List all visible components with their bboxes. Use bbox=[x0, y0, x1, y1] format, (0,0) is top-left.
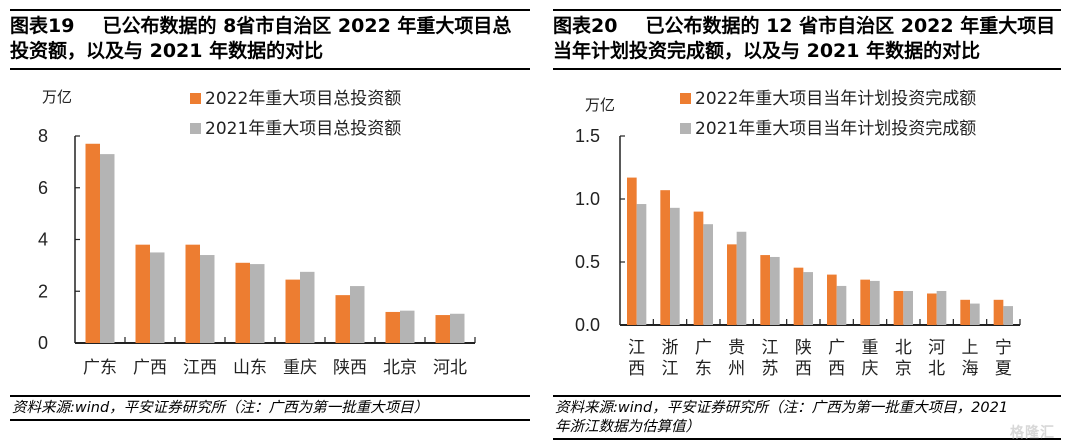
legend-label-2022: 2022年重大项目总投资额 bbox=[205, 89, 401, 109]
figure-20-title: 图表20 已公布数据的 12 省市自治区 2022 年重大项目 当年计划投资完成额… bbox=[553, 9, 1061, 70]
bar-2021 bbox=[903, 290, 913, 325]
x-category-label: 上海 bbox=[962, 338, 979, 379]
bar-2021 bbox=[770, 256, 780, 325]
bar-2021 bbox=[450, 313, 465, 343]
bar-2022 bbox=[693, 211, 704, 325]
x-category-label: 贵州 bbox=[728, 338, 745, 379]
figure-19-source: 资料来源:wind，平安证券研究所（注：广西为第一批重大项目） bbox=[10, 395, 530, 421]
x-category-label: 重庆 bbox=[862, 338, 879, 379]
bar-2022 bbox=[793, 267, 804, 325]
bar-2021 bbox=[670, 207, 680, 325]
bar-2022 bbox=[660, 190, 670, 325]
legend-label-2022: 2022年重大项目当年计划投资完成额 bbox=[695, 89, 976, 109]
x-category-label: 广东 bbox=[695, 338, 712, 379]
x-category-label: 河北 bbox=[928, 338, 945, 379]
x-category-label: 江西 bbox=[628, 338, 645, 379]
bar-2021 bbox=[150, 252, 165, 343]
y-tick-label: 0 bbox=[38, 333, 48, 353]
legend-label-2021: 2021年重大项目当年计划投资完成额 bbox=[695, 119, 976, 139]
y-tick-label: 8 bbox=[38, 126, 48, 146]
bar-2021 bbox=[400, 310, 415, 343]
y-tick-label: 1.0 bbox=[575, 189, 600, 209]
x-category-label: 江苏 bbox=[762, 338, 779, 379]
bar-2022 bbox=[760, 255, 770, 325]
y-axis-unit-label: 万亿 bbox=[585, 96, 615, 114]
bar-2022 bbox=[960, 299, 970, 325]
bar-2022 bbox=[385, 311, 400, 343]
figure-20-source-line1: 资料来源:wind，平安证券研究所（注：广西为第一批重大项目，2021 bbox=[555, 400, 1009, 416]
x-category-label: 河北 bbox=[433, 358, 467, 378]
bar-2022 bbox=[85, 143, 100, 343]
figure-20-source-line2: 年浙江数据为估算值） bbox=[555, 419, 700, 435]
figure-19-number: 图表19 bbox=[10, 15, 75, 37]
figure-20-source: 资料来源:wind，平安证券研究所（注：广西为第一批重大项目，2021 年浙江数… bbox=[553, 395, 1061, 440]
x-category-label: 宁夏 bbox=[995, 338, 1012, 379]
bar-2021 bbox=[970, 303, 980, 325]
bar-2021 bbox=[936, 290, 947, 325]
watermark-logo: 格隆汇 bbox=[1010, 425, 1055, 441]
bar-2022 bbox=[435, 315, 450, 343]
bar-2022 bbox=[993, 299, 1004, 325]
x-category-label: 江西 bbox=[183, 358, 217, 378]
bar-2022 bbox=[827, 274, 837, 325]
y-tick-label: 1.5 bbox=[575, 126, 600, 146]
bar-2021 bbox=[703, 224, 713, 325]
bar-2021 bbox=[200, 255, 215, 343]
bar-2022 bbox=[927, 293, 937, 325]
legend-swatch-2022 bbox=[680, 93, 691, 104]
bar-2021 bbox=[636, 204, 647, 325]
figure-20-number: 图表20 bbox=[553, 15, 618, 37]
bar-2022 bbox=[235, 262, 250, 343]
x-category-label: 陕西 bbox=[333, 358, 367, 378]
figure-19-panel: 图表19 已公布数据的 8省市自治区 2022 年重大项目总 投资额，以及与 20… bbox=[0, 0, 530, 446]
y-tick-label: 4 bbox=[38, 230, 48, 250]
figure-19-title-line2: 投资额，以及与 2021 年数据的对比 bbox=[10, 40, 324, 62]
bar-2022 bbox=[335, 295, 350, 343]
figure-20-title-line2: 当年计划投资完成额，以及与 2021 年数据的对比 bbox=[553, 40, 981, 62]
bar-2021 bbox=[870, 280, 880, 325]
legend-swatch-2022 bbox=[190, 93, 201, 104]
x-category-label: 浙江 bbox=[662, 338, 679, 379]
y-tick-label: 6 bbox=[38, 178, 48, 198]
bar-2022 bbox=[135, 244, 150, 343]
figure-20-title-line1: 已公布数据的 12 省市自治区 2022 年重大项目 bbox=[645, 15, 1056, 37]
x-category-label: 北京 bbox=[895, 338, 912, 379]
figure-20-panel: 图表20 已公布数据的 12 省市自治区 2022 年重大项目 当年计划投资完成额… bbox=[545, 0, 1069, 446]
bar-2022 bbox=[893, 290, 904, 325]
y-axis-unit-label: 万亿 bbox=[42, 88, 72, 106]
bar-2021 bbox=[1003, 306, 1013, 325]
bar-2021 bbox=[803, 272, 813, 325]
bar-2021 bbox=[250, 264, 265, 343]
bar-2021 bbox=[100, 154, 115, 343]
y-tick-label: 0.5 bbox=[575, 252, 600, 272]
x-category-label: 重庆 bbox=[283, 358, 317, 378]
y-tick-label: 2 bbox=[38, 281, 48, 301]
bar-2022 bbox=[860, 279, 870, 325]
bar-2022 bbox=[627, 177, 637, 325]
figure-19-title-line1: 已公布数据的 8省市自治区 2022 年重大项目总 bbox=[102, 15, 512, 37]
x-category-label: 广西 bbox=[828, 338, 845, 379]
legend-label-2021: 2021年重大项目总投资额 bbox=[205, 119, 401, 139]
bar-2021 bbox=[836, 285, 847, 325]
x-category-label: 广东 bbox=[83, 358, 117, 378]
bar-2021 bbox=[350, 286, 365, 343]
x-category-label: 山东 bbox=[233, 358, 267, 378]
bar-2022 bbox=[285, 279, 300, 343]
bar-2022 bbox=[727, 244, 737, 325]
bar-2021 bbox=[300, 271, 315, 343]
x-category-label: 广西 bbox=[133, 358, 167, 378]
legend-swatch-2021 bbox=[190, 123, 201, 134]
bar-2022 bbox=[185, 244, 200, 343]
figure-19-title: 图表19 已公布数据的 8省市自治区 2022 年重大项目总 投资额，以及与 20… bbox=[10, 9, 530, 70]
y-tick-label: 0.0 bbox=[575, 315, 600, 335]
legend-swatch-2021 bbox=[680, 123, 691, 134]
x-category-label: 北京 bbox=[383, 358, 417, 378]
x-category-label: 陕西 bbox=[795, 338, 812, 379]
bar-2021 bbox=[736, 231, 747, 325]
chart-total-investment: 万亿 0 2 4 6 8 广东 广西 江西 山东 重庆 陕西 北京 河北 2022年重大项目总投资额 2021… bbox=[38, 88, 476, 378]
